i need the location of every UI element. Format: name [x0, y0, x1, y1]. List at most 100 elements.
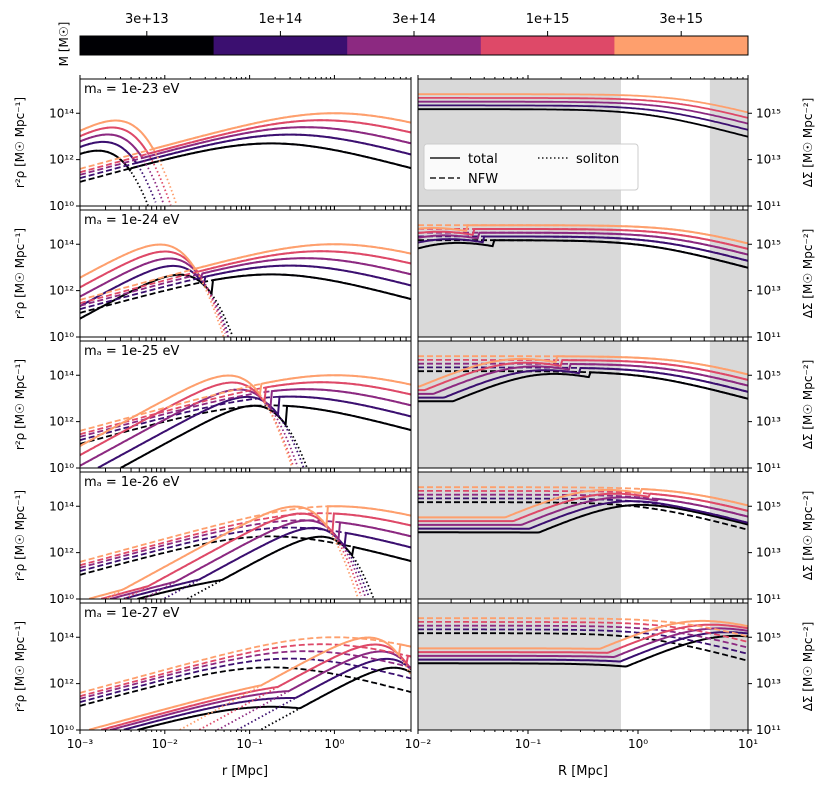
y-tick-label: 10¹⁵: [756, 499, 781, 513]
nfw-line: [418, 93, 748, 114]
panel-row-5: 10⁻³ 10⁻² 10⁻¹ 10⁰ 10¹⁰ 10¹² 10¹⁴ r²ρ [M☉ Mpc⁻¹…: [13, 599, 815, 751]
y-tick-label: 10¹³: [756, 284, 781, 298]
y-tick-label: 10¹⁴: [49, 237, 74, 251]
panels: 10¹⁰ 10¹² 10¹⁴ r²ρ [M☉ Mpc⁻¹] mₐ = 1e-23 eV 1…: [13, 75, 815, 751]
y-tick-label: 10¹²: [49, 415, 74, 429]
total-line: [418, 371, 748, 403]
right-xlabel: R [Mpc]: [558, 764, 608, 779]
total-line: [80, 388, 411, 467]
total-line: [123, 526, 411, 599]
axion-mass-label: mₐ = 1e-24 eV: [84, 213, 180, 228]
x-tick-label: 10⁻³: [67, 737, 94, 751]
total-line: [109, 650, 411, 730]
right-panel-2-curves: [418, 210, 748, 337]
y-tick-label: 10¹¹: [756, 199, 781, 213]
right-panel-ticks: 10¹¹ 10¹³ 10¹⁵: [417, 468, 781, 606]
excluded-region: [709, 79, 748, 206]
right-panel-frame: [417, 340, 749, 469]
y-tick-label: 10¹⁵: [756, 106, 781, 120]
total-line: [88, 505, 411, 599]
total-line: [418, 224, 748, 245]
y-tick-label: 10¹⁴: [49, 368, 74, 382]
total-line: [120, 404, 411, 468]
y-tick-label: 10¹⁵: [756, 368, 781, 382]
excluded-region: [709, 341, 748, 468]
right-ylabel: ΔΣ [M☉ Mpc⁻²]: [801, 622, 815, 712]
left-panel-ticks: 10¹⁰ 10¹² 10¹⁴: [49, 337, 412, 475]
axion-mass-label: mₐ = 1e-27 eV: [84, 606, 180, 621]
excluded-region: [418, 210, 621, 337]
total-line: [418, 503, 748, 534]
total-line: [418, 496, 748, 526]
y-tick-label: 10¹¹: [756, 461, 781, 475]
nfw-line: [80, 142, 411, 183]
x-tick-label: 10⁰: [628, 737, 648, 751]
soliton-line: [80, 119, 178, 206]
left-ylabel: r²ρ [M☉ Mpc⁻¹]: [13, 359, 27, 450]
x-tick-label: 10⁻¹: [515, 737, 542, 751]
y-tick-label: 10¹¹: [756, 592, 781, 606]
total-line: [418, 363, 748, 395]
excluded-region: [709, 210, 748, 337]
left-ylabel: r²ρ [M☉ Mpc⁻¹]: [13, 621, 27, 712]
nfw-line: [418, 108, 748, 138]
left-panel-5-curves: [80, 636, 411, 730]
nfw-line: [418, 621, 748, 643]
nfw-line: [418, 624, 748, 649]
nfw-line: [80, 112, 411, 170]
legend-nfw-label: NFW: [468, 172, 498, 187]
nfw-line: [418, 104, 748, 131]
right-panel-frame: [417, 209, 749, 338]
nfw-line: [80, 257, 411, 307]
y-tick-label: 10¹³: [756, 677, 781, 691]
right-ylabel: ΔΣ [M☉ Mpc⁻²]: [801, 98, 815, 188]
total-line: [418, 492, 748, 523]
legend-total-label: total: [468, 152, 498, 167]
excluded-region: [418, 603, 621, 730]
total-line: [80, 273, 411, 320]
panel-row-4: 10¹⁰ 10¹² 10¹⁴ r²ρ [M☉ Mpc⁻¹] mₐ = 1e-26 eV 1…: [13, 468, 815, 606]
total-line: [418, 231, 748, 256]
y-tick-label: 10¹⁰: [49, 723, 74, 737]
right-panel-4-curves: [418, 472, 748, 599]
axion-mass-label: mₐ = 1e-26 eV: [84, 475, 180, 490]
legend-frame: [423, 143, 639, 191]
total-line: [80, 112, 411, 150]
right-ylabel: ΔΣ [M☉ Mpc⁻²]: [801, 360, 815, 450]
left-ylabel: r²ρ [M☉ Mpc⁻¹]: [13, 490, 27, 581]
left-panel-2-curves: [80, 243, 411, 337]
total-line: [418, 355, 748, 388]
right-panel-5-curves: [418, 603, 748, 730]
excluded-region: [709, 472, 748, 599]
y-tick-label: 10¹²: [49, 677, 74, 691]
colorbar: 3e+13 1e+14 3e+14 1e+15 3e+15: [79, 12, 749, 56]
total-line: [88, 636, 411, 730]
left-panel-3-curves: [80, 374, 411, 468]
right-ylabel: ΔΣ [M☉ Mpc⁻²]: [801, 229, 815, 319]
y-tick-label: 10¹³: [756, 153, 781, 167]
total-line: [97, 395, 411, 468]
nfw-line: [80, 657, 411, 703]
right-panel-frame: [417, 602, 749, 731]
nfw-line: [80, 666, 411, 707]
total-line: [80, 133, 411, 164]
colorbar-tick-label: 3e+14: [392, 12, 436, 27]
y-tick-label: 10¹⁴: [49, 106, 74, 120]
nfw-line: [80, 374, 411, 432]
nfw-line: [80, 643, 411, 698]
left-ylabel: r²ρ [M☉ Mpc⁻¹]: [13, 97, 27, 188]
x-tick-label: 10⁰: [324, 737, 344, 751]
total-line: [80, 119, 411, 155]
nfw-line: [80, 636, 411, 694]
soliton-line: [217, 650, 411, 730]
colorbar-segment-3: [480, 36, 615, 55]
colorbar-label: M [M☉]: [57, 22, 71, 67]
right-panel-3-curves: [418, 341, 748, 468]
y-tick-label: 10¹⁰: [49, 199, 74, 213]
colorbar-segment-0: [80, 36, 215, 55]
left-panel-4-curves: [80, 505, 411, 599]
nfw-line: [80, 650, 411, 700]
y-tick-label: 10¹⁰: [49, 592, 74, 606]
